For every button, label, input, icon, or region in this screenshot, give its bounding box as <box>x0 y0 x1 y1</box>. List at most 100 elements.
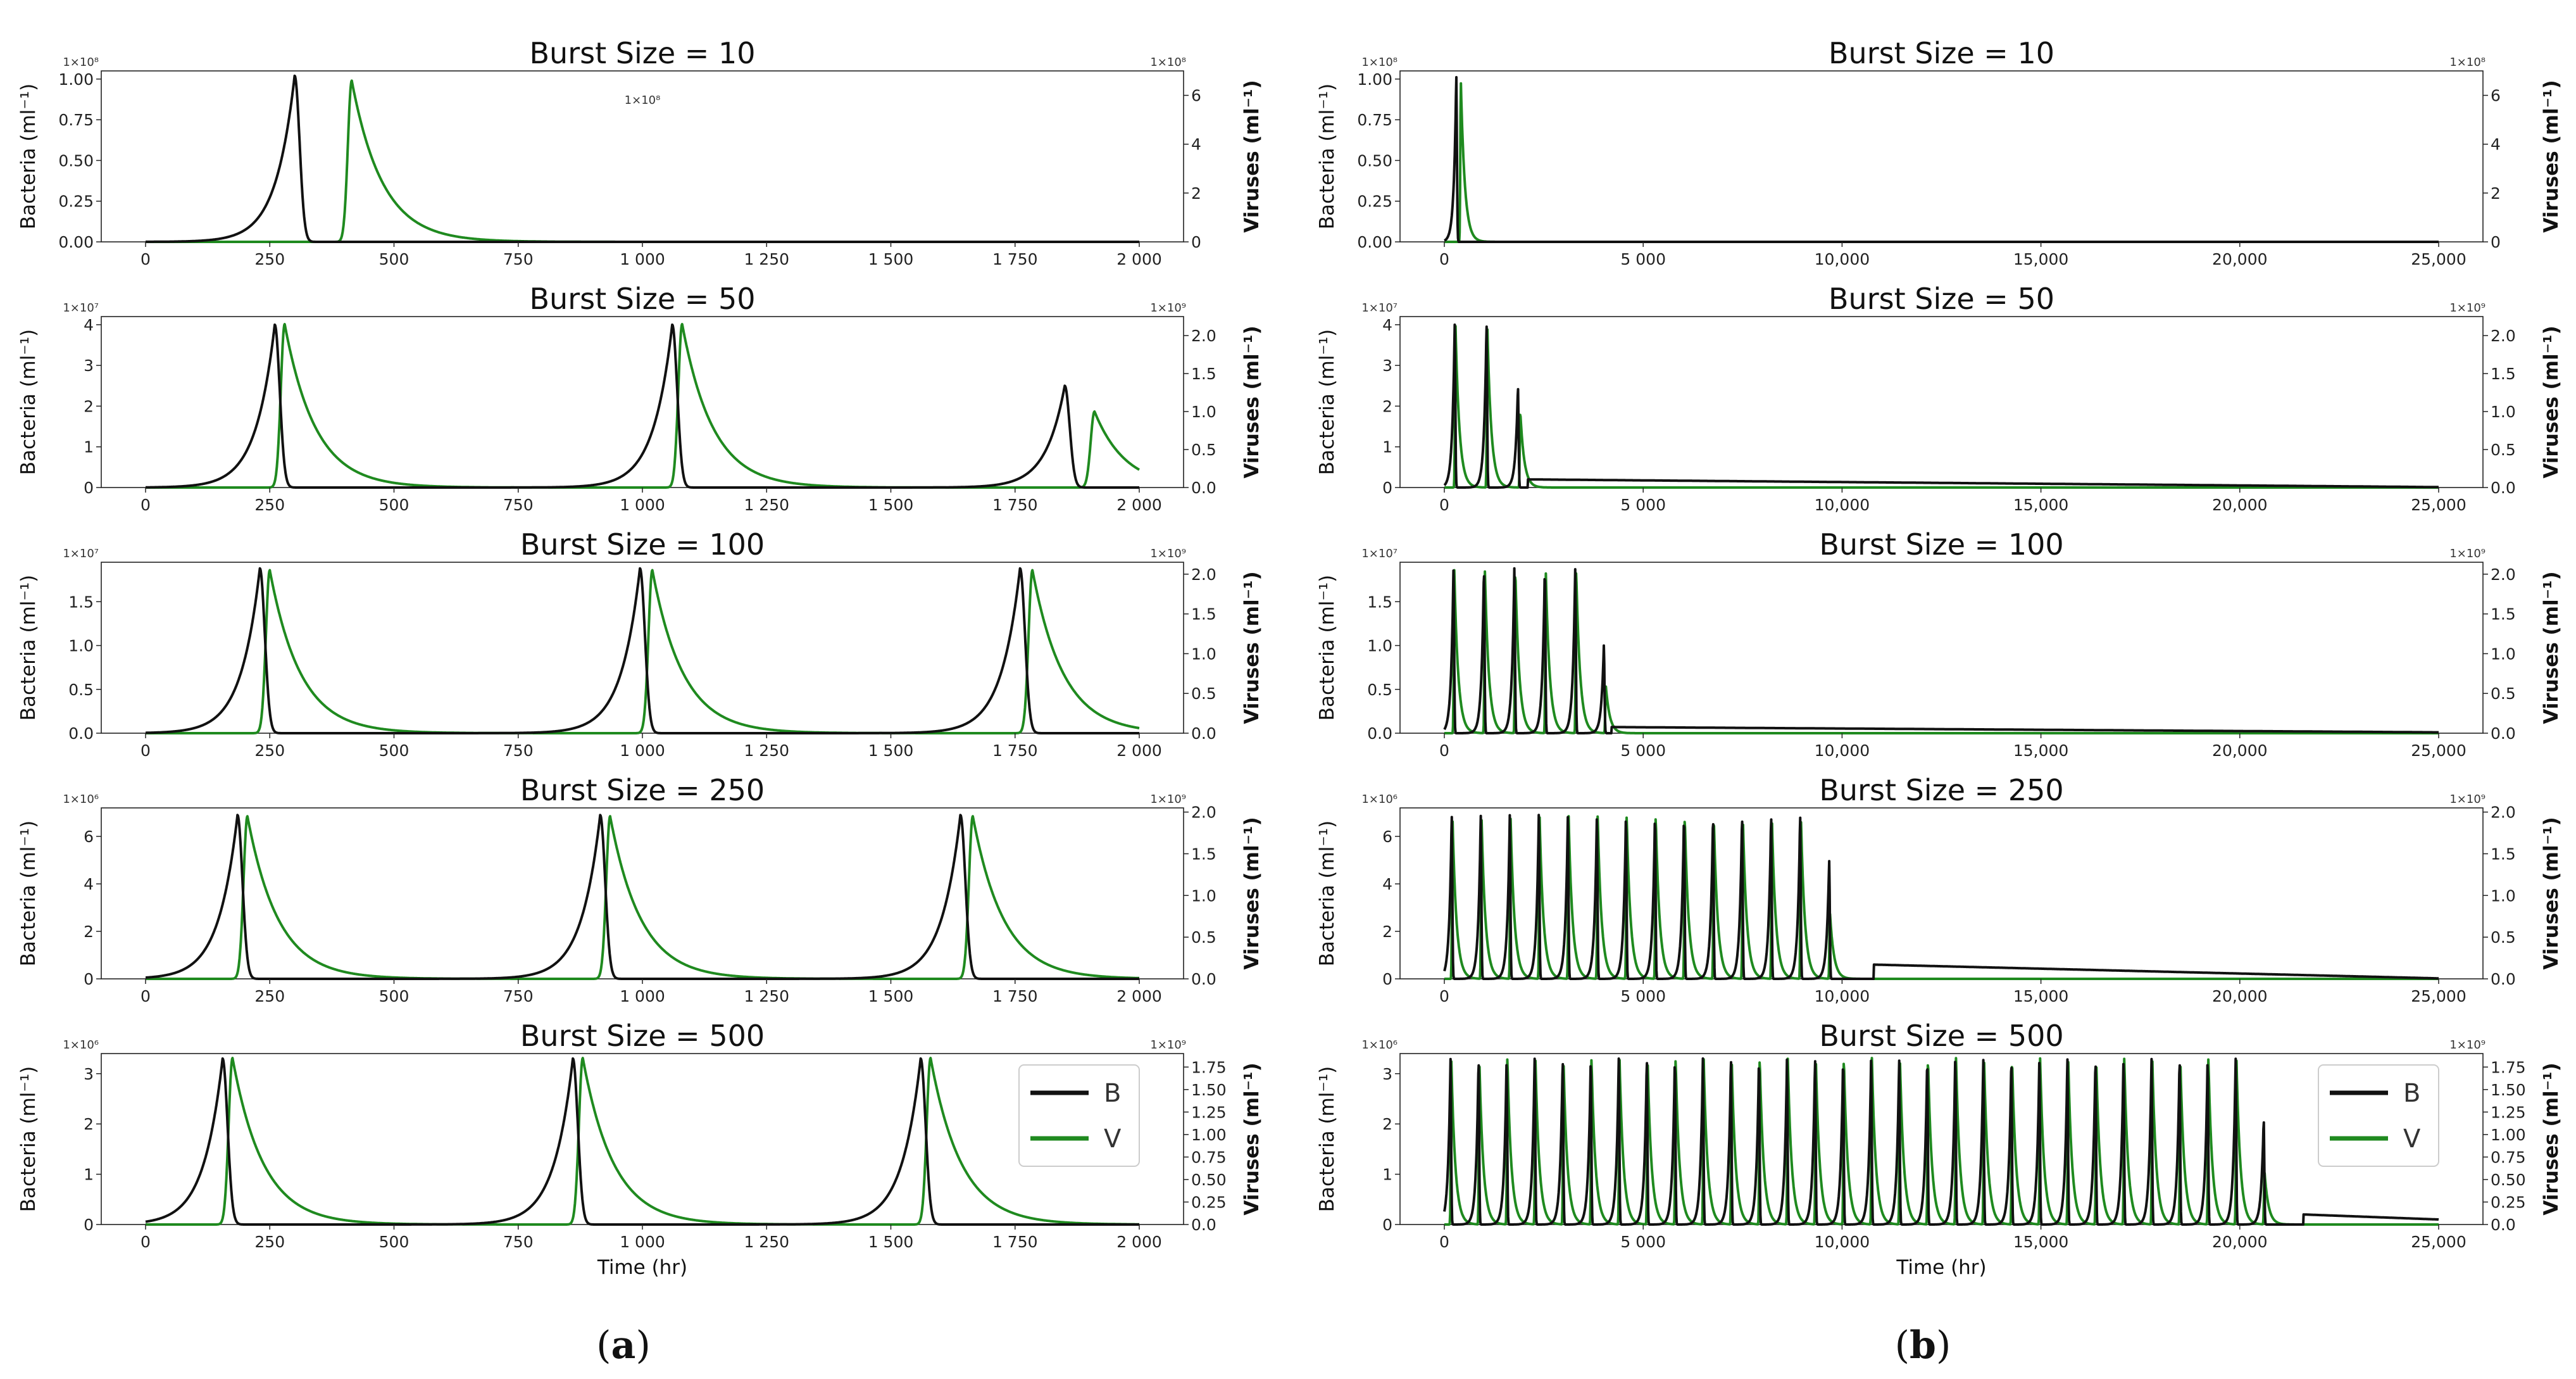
y-axis-label: Bacteria (ml⁻¹) <box>1316 821 1339 967</box>
y2-tick-label: 0.5 <box>2491 684 2516 703</box>
y-tick-label: 0.75 <box>1357 111 1392 129</box>
x-tick-label: 1 250 <box>744 1233 789 1251</box>
y2-tick-label: 1.00 <box>1191 1126 1227 1144</box>
y-tick-label: 2 <box>84 922 94 941</box>
x-tick-label: 5 000 <box>1620 741 1666 760</box>
y2-tick-label: 0.0 <box>2491 1216 2516 1234</box>
x-tick-label: 500 <box>379 250 410 268</box>
y2-tick-label: 1.75 <box>2491 1058 2526 1076</box>
x-tick-label: 15,000 <box>2013 741 2068 760</box>
y-axis-label: Bacteria (ml⁻¹) <box>17 1066 40 1212</box>
y-exponent: 1×10⁶ <box>63 793 99 806</box>
x-tick-label: 1 750 <box>992 741 1038 760</box>
y2-tick-label: 1.0 <box>2491 886 2516 905</box>
x-axis-label: Time (hr) <box>1896 1256 1986 1279</box>
y2-axis-label: Viruses (ml⁻¹) <box>1241 80 1263 232</box>
y-tick-label: 3 <box>84 356 94 375</box>
x-tick-label: 5 000 <box>1620 987 1666 1005</box>
chart-title: Burst Size = 500 <box>1819 1019 2063 1053</box>
y2-tick-label: 0.5 <box>1191 441 1216 459</box>
x-tick-label: 1 500 <box>868 987 914 1005</box>
y-tick-label: 6 <box>1382 828 1392 846</box>
legend-b-label: B <box>1104 1079 1121 1108</box>
x-tick-label: 10,000 <box>1815 987 1870 1005</box>
y-axis-label: Bacteria (ml⁻¹) <box>17 821 40 967</box>
annotation: 1×10⁸ <box>625 94 661 107</box>
y-tick-label: 4 <box>84 316 94 334</box>
x-tick-label: 0 <box>141 741 151 760</box>
series-v-line <box>1443 1057 2440 1226</box>
x-tick-label: 750 <box>503 741 534 760</box>
x-tick-label: 250 <box>254 250 285 268</box>
chart-title: Burst Size = 50 <box>530 282 756 316</box>
y-axis-label: Bacteria (ml⁻¹) <box>1316 84 1339 230</box>
y2-tick-label: 0.0 <box>2491 724 2516 743</box>
y2-tick-label: 0.50 <box>1191 1171 1227 1189</box>
y2-exponent: 1×10⁹ <box>1150 301 1186 315</box>
y-exponent: 1×10⁷ <box>63 547 99 560</box>
panel-b-label: (b) <box>1895 1323 1951 1368</box>
panel-a-label: (a) <box>596 1323 651 1368</box>
y-tick-label: 6 <box>84 828 94 846</box>
x-tick-label: 750 <box>503 496 534 514</box>
legend-b-label: B <box>2403 1079 2420 1108</box>
x-tick-label: 2 000 <box>1116 1233 1162 1251</box>
x-tick-label: 20,000 <box>2212 1233 2267 1251</box>
y-exponent: 1×10⁷ <box>1361 547 1397 560</box>
x-tick-label: 0 <box>1439 250 1449 268</box>
y2-tick-label: 1.5 <box>1191 845 1216 863</box>
y2-tick-label: 1.0 <box>2491 645 2516 663</box>
y2-tick-label: 0.5 <box>1191 684 1216 703</box>
y-axis-label: Bacteria (ml⁻¹) <box>1316 329 1339 475</box>
series-v-line <box>1443 569 2440 734</box>
x-tick-label: 750 <box>503 1233 534 1251</box>
chart-a-5: Burst Size = 500 0 250 500 750 1 000 1 250 1 50… <box>17 1019 1263 1279</box>
chart-title: Burst Size = 100 <box>520 527 765 562</box>
y2-tick-label: 1.25 <box>1191 1103 1227 1121</box>
chart-b-3: Burst Size = 100 0 5 000 10,000 15,000 20,000… <box>1316 527 2563 760</box>
y-tick-label: 0.5 <box>1367 681 1392 699</box>
chart-title: Burst Size = 500 <box>520 1019 765 1053</box>
y2-tick-label: 0.75 <box>2491 1148 2526 1166</box>
x-tick-label: 10,000 <box>1815 1233 1870 1251</box>
series-b-line <box>1443 76 2440 243</box>
x-tick-label: 1 250 <box>744 987 789 1005</box>
x-tick-label: 1 500 <box>868 1233 914 1251</box>
y-exponent: 1×10⁶ <box>1361 793 1397 806</box>
y2-tick-label: 2.0 <box>1191 565 1216 584</box>
y-tick-label: 2 <box>1382 922 1392 941</box>
y-tick-label: 4 <box>84 875 94 893</box>
y-tick-label: 0.0 <box>68 724 94 743</box>
y2-tick-label: 0 <box>1191 233 1201 251</box>
x-tick-label: 25,000 <box>2411 250 2466 268</box>
y-tick-label: 1.00 <box>1357 70 1392 89</box>
chart-title: Burst Size = 10 <box>1829 36 2054 70</box>
y-tick-label: 3 <box>1382 356 1392 375</box>
y-axis-label: Bacteria (ml⁻¹) <box>17 329 40 475</box>
y2-axis-label: Viruses (ml⁻¹) <box>1241 1062 1263 1215</box>
x-tick-label: 500 <box>379 987 410 1005</box>
x-tick-label: 20,000 <box>2212 987 2267 1005</box>
x-tick-label: 500 <box>379 496 410 514</box>
series-v-line <box>144 569 1141 734</box>
x-tick-label: 15,000 <box>2013 496 2068 514</box>
y-tick-label: 0.0 <box>1367 724 1392 743</box>
x-tick-label: 1 000 <box>620 741 665 760</box>
plot-frame <box>101 807 1184 979</box>
y-tick-label: 1.0 <box>1367 637 1392 655</box>
x-tick-label: 0 <box>141 1233 151 1251</box>
y2-tick-label: 1.0 <box>2491 403 2516 421</box>
chart-a-4: Burst Size = 250 0 250 500 750 1 000 1 250 1 50… <box>17 773 1263 1005</box>
y-tick-label: 1 <box>84 438 94 457</box>
series-b-line <box>1443 567 2440 734</box>
y2-axis-label: Viruses (ml⁻¹) <box>1241 571 1263 724</box>
y2-tick-label: 1.50 <box>1191 1081 1227 1099</box>
y-tick-label: 0 <box>1382 1216 1392 1234</box>
y2-exponent: 1×10⁹ <box>2449 547 2485 560</box>
y-tick-label: 0 <box>1382 479 1392 497</box>
x-axis-label: Time (hr) <box>597 1256 687 1279</box>
y2-tick-label: 0.0 <box>1191 479 1216 497</box>
y2-tick-label: 2.0 <box>2491 565 2516 584</box>
chart-title: Burst Size = 10 <box>530 36 756 70</box>
y-tick-label: 0 <box>84 1216 94 1234</box>
